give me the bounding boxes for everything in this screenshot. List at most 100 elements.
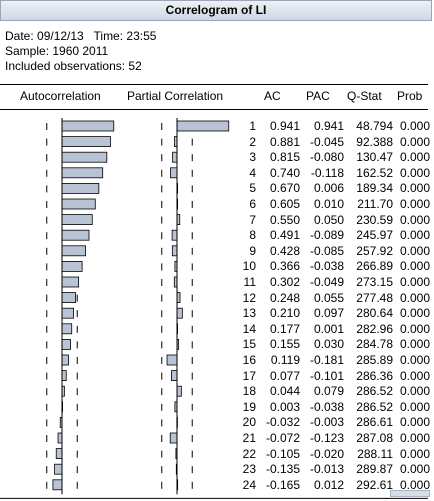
ac-cell: 0.815: [269, 150, 300, 165]
pac-cell: 0.030: [313, 337, 344, 352]
qstat-cell: 286.36: [356, 368, 393, 383]
lag-cell: 1: [249, 119, 256, 133]
qstat-cell: 162.52: [356, 165, 393, 180]
ac-bar: [61, 120, 115, 132]
prob-cell: 0.000: [399, 321, 430, 336]
window-title: Correlogram of LI: [0, 0, 432, 21]
header-autocorrelation: Autocorrelation: [20, 89, 101, 103]
ac-cell: -0.105: [265, 446, 300, 461]
pac-cell: 0.941: [313, 119, 344, 133]
qstat-cell: 257.92: [356, 243, 393, 258]
qstat-cell: 273.15: [356, 275, 393, 289]
qstat-cell: 230.59: [356, 212, 393, 227]
horizontal-scrollbar[interactable]: [390, 490, 430, 497]
ac-cell: 0.941: [269, 119, 300, 133]
header-qstat: Q-Stat: [347, 89, 382, 103]
qstat-cell: 287.08: [356, 431, 393, 445]
ac-cell: 0.077: [269, 368, 300, 383]
lag-cell: 20: [242, 415, 256, 430]
qstat-cell: 245.97: [356, 228, 393, 243]
prob-cell: 0.000: [399, 275, 430, 289]
ac-bar: [61, 260, 83, 272]
lag-cell: 24: [242, 477, 256, 492]
prob-cell: 0.000: [399, 415, 430, 430]
qstat-cell: 48.794: [356, 119, 393, 133]
lag-cell: 21: [242, 431, 256, 445]
prob-cell: 0.000: [399, 290, 430, 305]
pac-cell: 0.079: [313, 384, 344, 399]
pac-cell: -0.123: [309, 431, 344, 445]
pac-cell: -0.080: [309, 150, 344, 165]
pac-cell: -0.049: [309, 275, 344, 289]
prob-cell: 0.000: [399, 446, 430, 461]
prob-cell: 0.000: [399, 243, 430, 258]
ac-bar: [61, 182, 100, 194]
ac-bar: [61, 198, 96, 210]
ac-cell: 0.044: [269, 384, 300, 399]
ac-bar: [61, 276, 80, 288]
header-top-rule: [0, 84, 428, 85]
ac-bar: [54, 463, 63, 475]
header-partial-correlation: Partial Correlation: [127, 89, 224, 103]
qstat-cell: 189.34: [356, 181, 393, 196]
pac-cell: -0.118: [310, 165, 344, 180]
qstat-cell: 211.70: [357, 197, 393, 211]
lag-cell: 22: [242, 446, 256, 461]
prob-cell: 0.000: [399, 134, 430, 149]
ac-cell: -0.072: [265, 431, 300, 445]
ac-cell: 0.491: [269, 228, 300, 243]
pac-bar: [166, 354, 178, 366]
lag-cell: 5: [249, 181, 256, 196]
ac-bar: [61, 370, 67, 382]
ac-bar: [61, 245, 86, 257]
pac-cell: -0.003: [309, 415, 344, 430]
ac-bar: [52, 479, 63, 491]
lag-cell: 3: [249, 150, 256, 165]
pac-bar: [169, 432, 178, 444]
qstat-cell: 277.48: [356, 290, 393, 305]
prob-cell: 0.000: [399, 337, 430, 352]
ac-cell: 0.177: [269, 321, 300, 336]
lag-cell: 6: [249, 197, 256, 211]
pac-cell: -0.181: [309, 353, 344, 367]
lag-cell: 12: [242, 290, 256, 305]
qstat-cell: 289.87: [356, 462, 393, 477]
ac-bar: [61, 292, 77, 304]
prob-cell: 0.000: [399, 212, 430, 227]
lag-cell: 9: [249, 243, 256, 258]
pac-bar: [175, 463, 178, 475]
qstat-cell: 280.64: [356, 306, 393, 321]
ac-cell: 0.155: [269, 337, 300, 352]
ac-bar: [61, 323, 73, 335]
pac-cell: 0.055: [313, 290, 344, 305]
ac-cell: 0.366: [269, 259, 300, 274]
ac-bar: [61, 385, 65, 397]
qstat-cell: 266.89: [356, 259, 393, 274]
ac-cell: 0.119: [270, 353, 300, 367]
ac-cell: 0.550: [269, 212, 300, 227]
lag-cell: 2: [249, 134, 256, 149]
pac-bar: [176, 385, 182, 397]
ac-cell: 0.605: [269, 197, 300, 211]
pac-bar: [175, 448, 178, 460]
prob-cell: 0.000: [399, 119, 430, 133]
prob-cell: 0.000: [399, 384, 430, 399]
prob-cell: 0.000: [399, 181, 430, 196]
ac-bar: [61, 167, 104, 179]
ac-cell: 0.670: [269, 181, 300, 196]
pac-bar: [171, 229, 178, 241]
prob-cell: 0.000: [399, 150, 430, 165]
header-ac: AC: [264, 89, 281, 103]
prob-cell: 0.000: [399, 462, 430, 477]
header-bottom-rule: [0, 109, 428, 110]
ac-cell: -0.165: [265, 477, 300, 492]
pac-bar: [171, 245, 178, 257]
ac-cell: 0.881: [269, 134, 300, 149]
pac-bar: [176, 214, 181, 226]
ac-bar: [61, 354, 69, 366]
ac-bar: [61, 338, 71, 350]
pac-cell: -0.045: [309, 134, 344, 149]
ac-bar: [61, 307, 74, 319]
ac-bar: [61, 401, 64, 413]
header-prob: Prob: [397, 89, 423, 103]
